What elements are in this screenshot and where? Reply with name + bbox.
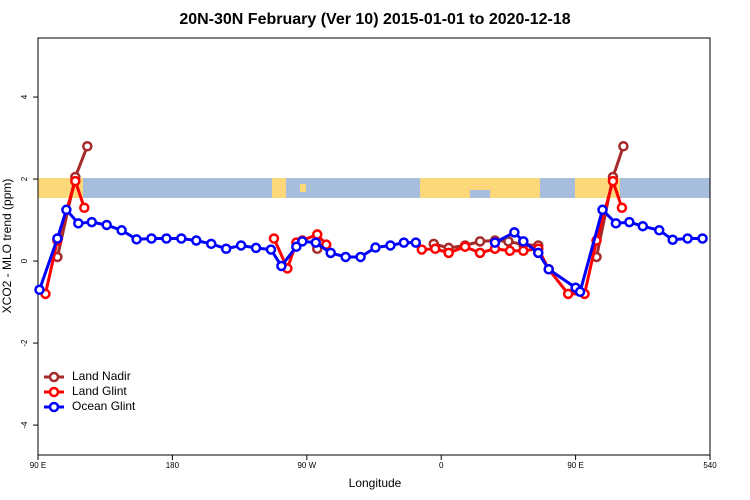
data-point — [504, 245, 516, 257]
data-point — [268, 233, 280, 244]
data-point — [533, 247, 544, 259]
chart-title: 20N-30N February (Ver 10) 2015-01-01 to … — [179, 11, 570, 28]
data-point — [697, 233, 708, 244]
data-point — [416, 244, 428, 255]
data-point — [616, 202, 628, 214]
data-point — [543, 264, 554, 275]
data-point — [340, 251, 351, 263]
plot-frame — [37, 37, 711, 456]
data-point — [597, 204, 608, 216]
x-axis-label: Longitude — [349, 476, 402, 490]
x-tick-label: 180 — [166, 461, 180, 470]
legend-label: Ocean Glint — [72, 399, 136, 413]
y-axis-label: XCO2 - MLO trend (ppm) — [0, 179, 14, 314]
data-point — [624, 216, 635, 228]
y-tick-label: -2 — [20, 339, 29, 347]
data-point — [73, 218, 84, 229]
data-point — [607, 175, 619, 187]
data-point — [574, 286, 586, 298]
data-point — [610, 218, 622, 229]
data-point — [52, 233, 63, 244]
data-point — [34, 284, 45, 296]
data-point — [562, 288, 574, 300]
series — [34, 204, 708, 298]
data-point — [297, 236, 308, 247]
data-point — [310, 237, 322, 248]
y-tick-label: 2 — [20, 176, 29, 181]
series-line — [44, 176, 86, 295]
series-line — [38, 206, 416, 291]
legend-label: Land Nadir — [72, 369, 131, 383]
x-tick-label: 90 E — [567, 461, 583, 470]
data-point — [667, 234, 678, 245]
data-point — [503, 236, 514, 247]
data-point — [70, 175, 81, 187]
data-point — [86, 216, 98, 228]
data-point — [637, 220, 649, 232]
data-point — [79, 202, 90, 214]
data-point — [518, 236, 529, 247]
x-tick-label: 90 W — [297, 461, 316, 470]
data-point — [146, 233, 157, 244]
data-point — [355, 251, 366, 263]
data-point — [509, 227, 520, 238]
x-tick-label: 90 E — [30, 461, 46, 470]
data-point — [101, 219, 112, 231]
data-point — [131, 234, 142, 245]
data-point — [518, 245, 529, 257]
data-point — [410, 237, 422, 248]
legend-marker — [48, 401, 60, 413]
legend-marker — [48, 386, 60, 398]
x-tick-label: 0 — [439, 461, 444, 470]
data-point — [474, 247, 486, 259]
data-point — [276, 260, 287, 272]
data-point — [398, 237, 410, 248]
data-point — [312, 229, 323, 240]
data-point — [235, 240, 247, 251]
data-point — [161, 233, 172, 244]
data-point — [176, 233, 187, 244]
data-point — [191, 235, 202, 246]
data-point — [325, 247, 336, 259]
data-point — [682, 233, 693, 244]
data-point — [82, 140, 93, 152]
data-point — [265, 244, 277, 255]
legend-marker — [48, 371, 60, 383]
y-tick-label: -4 — [20, 421, 29, 429]
y-tick-label: 0 — [20, 258, 29, 263]
data-point — [250, 242, 262, 254]
data-point — [653, 225, 665, 236]
legend-label: Land Glint — [72, 384, 127, 398]
data-point — [370, 242, 381, 253]
data-point — [116, 225, 127, 236]
x-tick-label: 540 — [703, 461, 717, 470]
data-point — [429, 243, 441, 255]
data-point — [459, 241, 471, 252]
y-tick-label: 4 — [20, 94, 29, 99]
data-point — [489, 237, 501, 248]
map-strip — [38, 178, 710, 198]
data-point — [618, 140, 629, 152]
data-point — [385, 240, 396, 251]
data-point — [474, 236, 486, 247]
data-point — [220, 243, 232, 255]
data-point — [443, 247, 454, 259]
data-point — [61, 204, 72, 216]
data-point — [205, 238, 217, 250]
